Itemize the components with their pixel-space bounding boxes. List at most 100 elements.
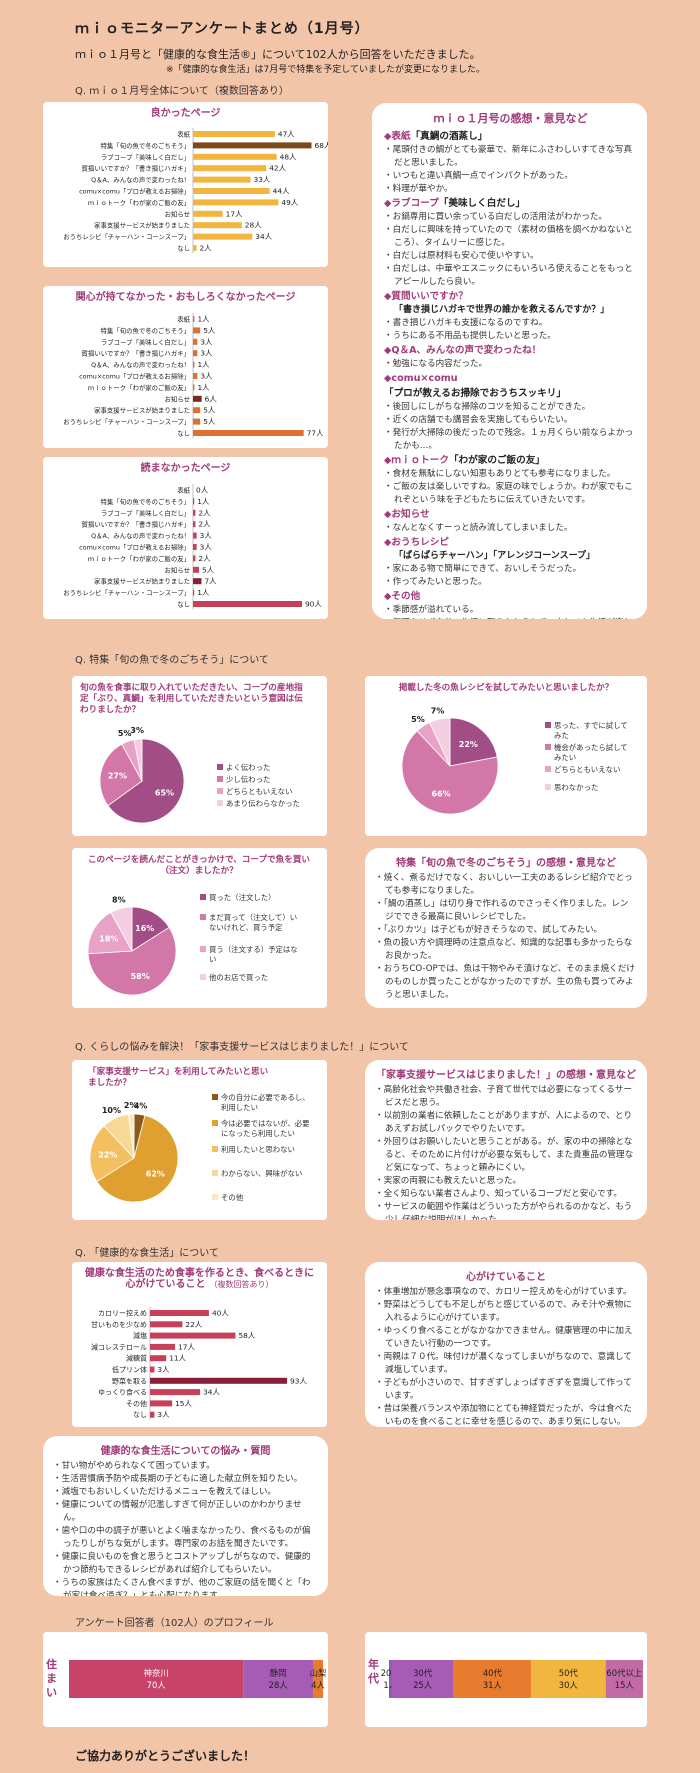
comment-list: お鍋専用に買い余っている白だしの活用法がわかった。白だしに興味を持っていたので（…: [384, 211, 637, 289]
segment-value: 25人: [413, 1680, 433, 1690]
bar: [193, 350, 198, 357]
comment-list: なんとなくすーっと読み流してしまいました。: [384, 522, 637, 535]
comment-item: 以前別の業者に依頼したことがありますが、人によるので、とりあえずお試しパックでや…: [375, 1110, 637, 1136]
slice-label: 62%: [146, 1170, 165, 1179]
comment-group-head: ◆質問いいですか？: [384, 291, 468, 302]
bar: [193, 589, 195, 596]
kaji-comments-list: 高齢化社会や共働き社会、子育て世代では必要になってくるサービスだと思う。以前別の…: [375, 1084, 637, 1220]
comment-item: ご飯の友は楽しいですね。家庭の味でしょうか。わが家でもこれぞという味を子どもたち…: [384, 481, 637, 507]
bar: [150, 1400, 173, 1407]
category-label: 賀損いいですか？「書き損じハガキ」: [82, 349, 190, 358]
category-label: 特集「旬の魚で冬のごちそう」: [101, 497, 190, 506]
bar: [193, 407, 201, 414]
comment-list: 勉強になる内容だった。: [384, 358, 637, 371]
segment-category: 20代: [381, 1668, 401, 1678]
chart-title: （注文）ましたか？: [160, 864, 237, 876]
comment-item: 家にある物で簡単にできて、おいしそうだった。: [384, 563, 637, 576]
category-label: 野菜を取る: [112, 1376, 147, 1385]
profile-segment: [605, 1660, 643, 1698]
profile-segment: [453, 1660, 531, 1698]
value-label: 3人: [200, 372, 213, 381]
category-label: 減塩: [133, 1331, 147, 1340]
care-comments-card: 心がけていること 体重増加が懸念事項なので、カロリー控えめを心がけています。野菜…: [365, 1262, 647, 1427]
profile-segment: [313, 1660, 323, 1698]
bar: [193, 316, 195, 322]
comment-item: 高齢化社会や共働き社会、子育て世代では必要になってくるサービスだと思う。: [375, 1084, 637, 1110]
slice-label: 65%: [155, 788, 174, 797]
comment-item: 健康に良いものを食と思うとコストアップしがちなので、健康的かつ節約もできるレシピ…: [53, 1551, 318, 1577]
comment-item: 生活習慣病予防や成長期の子どもに適した献立例を知りたい。: [53, 1473, 318, 1486]
comment-item: 料理が華やか。: [384, 183, 637, 196]
fish-comments-title: 特集「旬の魚で冬のごちそう」の感想・意見など: [396, 858, 616, 869]
comment-item: 作ってみたいと思った。: [384, 576, 637, 589]
slice-label: 4%: [134, 1101, 148, 1110]
category-label: 低プリン体: [112, 1365, 147, 1374]
value-label: 90人: [305, 600, 322, 609]
bar: [150, 1389, 201, 1396]
bar: [150, 1343, 176, 1350]
kaji-comments-card: 「家事支援サービスはじまりました！」の感想・意見など 高齢化社会や共働き社会、子…: [365, 1060, 647, 1220]
residence-chart: 住まい 神奈川 70人 静岡 28人 山梨 4人: [46, 1657, 327, 1699]
value-label: 2人: [198, 508, 211, 517]
chart-title: 関心が持てなかった・おもしろくなかったページ: [76, 290, 296, 303]
comment-item: 甘い物がやめられなくて困っています。: [53, 1460, 318, 1473]
care-comments-list: 体重増加が懸念事項なので、カロリー控えめを心がけています。野菜はどうしても不足し…: [375, 1286, 637, 1427]
chart-title: 読まなかったページ: [141, 461, 231, 474]
value-label: 11人: [169, 1354, 186, 1363]
bar: [193, 395, 202, 402]
chart-title: わりましたか？: [80, 704, 140, 715]
bar: [193, 430, 304, 436]
legend-swatch: [217, 800, 223, 806]
value-label: 5人: [202, 565, 215, 574]
value-label: 49人: [281, 198, 298, 207]
bar: [193, 188, 270, 194]
pie-slice: [128, 1113, 135, 1159]
comment-item: 発行が大掃除の後だったので残念。１ヵ月くらい前ならよかったかも…。: [384, 427, 637, 453]
value-label: 1人: [197, 360, 210, 369]
category-label: おうちレシピ「チャーハン・コーンスープ」: [63, 233, 190, 241]
bar: [193, 578, 202, 585]
pie-slice: [131, 906, 170, 952]
chart-title: 定「ぶり、真鯛」を利用していただきたいという意図は伝: [80, 692, 303, 704]
comment-item: 体重増加が懸念事項なので、カロリー控えめを心がけています。: [375, 1286, 637, 1299]
section-q1: Q. ｍｉｏ１月号全体について（複数回答あり）: [75, 86, 289, 97]
comment-item: 「鯛の酒蒸し」は切り身で作れるのでさっそく作りました。レンジでできる最高に良いレ…: [375, 898, 637, 924]
comment-item: 歯や口の中の調子が悪いとよく噛まなかったり、食べるものが偏ったりしがちな気がしま…: [53, 1525, 318, 1551]
comment-item: 書き損じハガキも支援になるのですね。: [384, 317, 637, 330]
mio-comments-title: ｍｉｏ１月号の感想・意見など: [433, 112, 588, 125]
intro-note: ※「健康的な食生活」は7月号で特集を予定していましたが変更になりました。: [166, 65, 485, 75]
comment-item: 食材を無駄にしない知恵もありとても参考になりました。: [384, 468, 637, 481]
legend-label: 思わなかった: [554, 783, 598, 792]
pie-slice: [110, 906, 133, 952]
value-label: 1人: [197, 383, 210, 392]
category-label: 賀損いいですか？「書き損じハガキ」: [82, 164, 190, 173]
comment-item: なんとなくすーっと読み流してしまいました。: [384, 522, 637, 535]
bar: [150, 1377, 288, 1384]
bar: [150, 1411, 155, 1418]
comment-item: ゆっくり食べることがなかなかできません。健康管理の中に加えていきたい行動の一つで…: [375, 1325, 637, 1351]
legend-swatch: [200, 894, 206, 900]
bar: [193, 566, 200, 573]
chart-title: 掲載した冬の魚レシピを試してみたいと思いましたか？: [399, 681, 614, 693]
bar: [193, 153, 277, 160]
category-label: ｍｉｏトーク「わが家のご飯の友」: [88, 383, 190, 392]
category-label: お知らせ: [165, 209, 190, 218]
legend-swatch: [200, 914, 206, 920]
care-chart-card: 健康な食生活のため食事を作るとき、食べるときに 心がけていること （複数回答あり） カ…: [72, 1262, 327, 1427]
pie-purchase-chart: このページを読んだことがきっかけで、コープで魚を買い（注文）ましたか？ 16% 58…: [87, 853, 310, 996]
pie-slice: [96, 1114, 179, 1203]
bar: [193, 532, 197, 539]
legend-swatch: [217, 764, 223, 770]
legend-swatch: [200, 974, 206, 980]
value-label: 33人: [254, 175, 271, 184]
category-label: 表紙: [177, 130, 190, 139]
pie-slice: [87, 911, 133, 955]
comment-item: 焼く、煮るだけでなく、おいしい一工夫のあるレシピ紹介でとっても参考になりました。: [375, 872, 637, 898]
bar: [193, 327, 201, 334]
section-q2: Q. 特集「旬の魚で冬のごちそう」について: [75, 655, 269, 666]
comment-group-head: ◆その他: [384, 591, 421, 602]
legend-swatch: [212, 1194, 218, 1200]
pie-slice: [429, 717, 451, 767]
category-label: その他: [126, 1399, 147, 1408]
